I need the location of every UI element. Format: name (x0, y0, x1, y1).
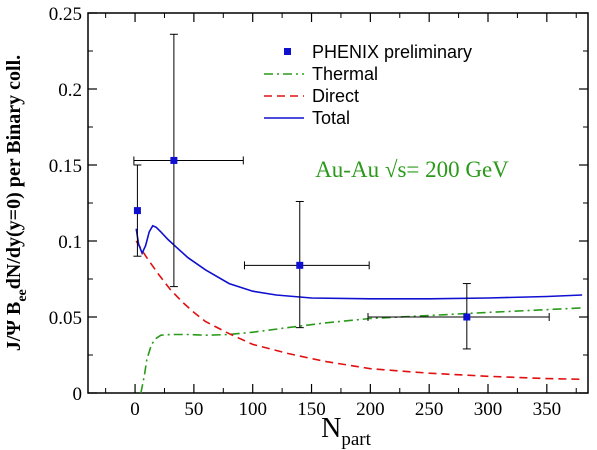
legend-label: Thermal (312, 64, 378, 84)
y-tick-label: 0.1 (58, 232, 82, 253)
legend-label: PHENIX preliminary (312, 42, 472, 62)
curve-direct (136, 241, 582, 379)
x-axis-title-sub: part (341, 429, 371, 450)
data-point (244, 201, 369, 327)
legend-entry-phenix-preliminary: PHENIX preliminary (284, 42, 472, 62)
data-point (133, 165, 141, 256)
y-tick-label: 0.05 (49, 308, 82, 329)
legend-label: Direct (312, 86, 359, 106)
model-curves (136, 226, 582, 393)
x-tick-label: 300 (474, 399, 503, 420)
legend-entry-total: Total (264, 108, 350, 128)
curve-thermal (141, 308, 582, 393)
y-axis-title-pre: J/Ψ B (3, 302, 25, 352)
y-tick-label: 0.25 (49, 4, 82, 25)
x-tick-label: 0 (130, 399, 140, 420)
y-axis-title-sub: ee (15, 289, 30, 301)
y-tick-label: 0.15 (49, 156, 82, 177)
data-marker (170, 157, 177, 164)
collision-annotation: Au-Au √s= 200 GeV (315, 157, 509, 182)
y-tick-label: 0 (73, 384, 83, 405)
y-axis-title: J/Ψ BeedN/dy(y=0) per Binary coll. (3, 55, 30, 351)
data-marker (134, 207, 141, 214)
data-marker (463, 314, 470, 321)
data-point (134, 34, 243, 286)
x-tick-label: 100 (238, 399, 267, 420)
data-marker (296, 262, 303, 269)
x-tick-label: 250 (415, 399, 444, 420)
legend-entry-direct: Direct (264, 86, 359, 106)
curve-total (136, 226, 582, 299)
y-tick-label: 0.2 (58, 80, 82, 101)
x-tick-label: 350 (533, 399, 562, 420)
x-tick-label: 200 (356, 399, 385, 420)
legend-label: Total (312, 108, 350, 128)
legend-marker (284, 48, 291, 55)
x-tick-label: 50 (184, 399, 203, 420)
legend-entry-thermal: Thermal (264, 64, 378, 84)
data-point (368, 284, 549, 349)
x-axis-title-main: N (321, 413, 341, 444)
y-axis-title-post: dN/dy(y=0) per Binary coll. (3, 55, 25, 289)
